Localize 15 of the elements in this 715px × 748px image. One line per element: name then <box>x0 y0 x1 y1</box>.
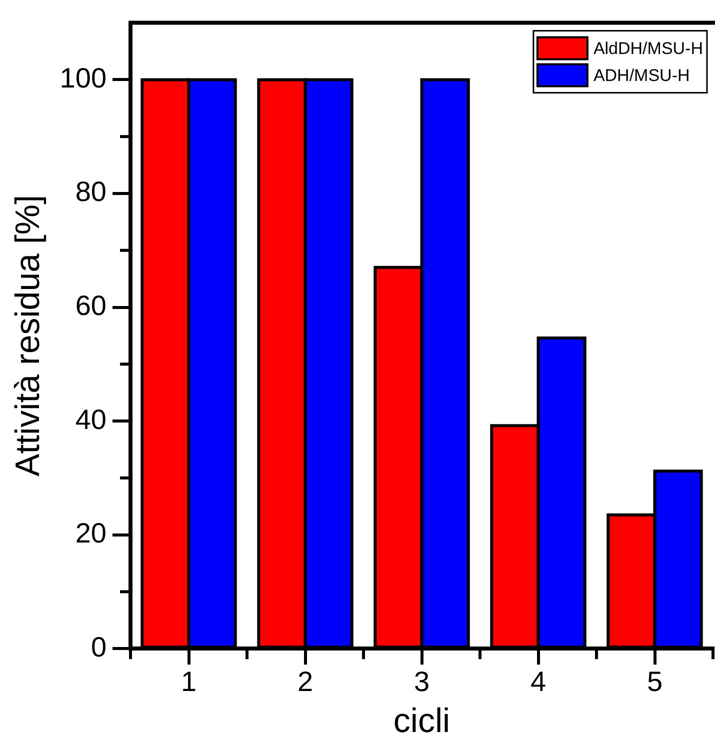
x-tick-label: 5 <box>646 666 663 698</box>
x-axis-title: cicli <box>393 702 450 740</box>
y-axis-title: Attività residua [%] <box>8 194 47 476</box>
x-tick-label: 1 <box>180 666 197 698</box>
y-tick-label: 60 <box>75 290 107 321</box>
y-tick-label: 0 <box>90 631 107 662</box>
x-tick-label: 3 <box>414 666 430 698</box>
y-tick-label: 20 <box>75 518 107 549</box>
legend-label: AldDH/MSU-H <box>593 38 703 58</box>
legend-label: ADH/MSU-H <box>593 66 690 85</box>
y-tick-label: 80 <box>75 176 107 208</box>
y-tick-label: 100 <box>60 62 107 94</box>
y-tick-label: 40 <box>75 404 107 435</box>
x-tick-label: 2 <box>297 666 314 698</box>
x-tick-label: 4 <box>530 666 546 698</box>
